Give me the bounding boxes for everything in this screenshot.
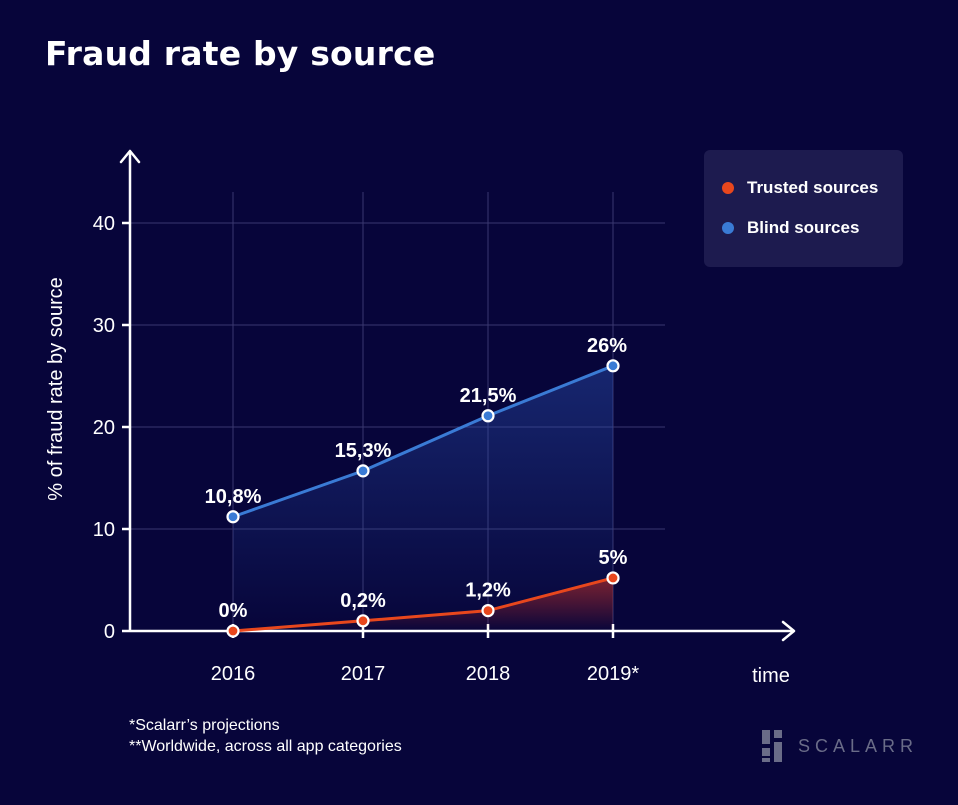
blind-dot-icon (722, 222, 734, 234)
axes: % of fraud rate by source time (45, 149, 796, 687)
series-line-trusted (232, 576, 614, 633)
legend-label-blind: Blind sources (747, 218, 860, 237)
data-label: 0% (219, 600, 248, 622)
x-axis-title: time (752, 665, 790, 687)
y-tick-label: 30 (93, 315, 115, 337)
data-point (606, 359, 620, 373)
data-point (356, 464, 370, 478)
trusted-dot-icon (722, 182, 734, 194)
data-label: 1,2% (465, 580, 511, 602)
data-point (606, 571, 620, 585)
legend-label-trusted: Trusted sources (747, 178, 879, 197)
legend-item-blind: Blind sources (722, 218, 859, 238)
data-label: 26% (587, 335, 627, 357)
y-tick-label: 10 (93, 519, 115, 541)
series: 0% 0,2% 1,2% 5% 10,8% 15,3% 21,5% 26% (205, 335, 628, 638)
data-label: 0,2% (340, 590, 386, 612)
series-line-blind (232, 364, 614, 519)
area-fill-blind (233, 365, 613, 631)
x-tick-label: 2016 (211, 663, 256, 685)
y-tick-label: 20 (93, 417, 115, 439)
x-axis-arrow (781, 620, 796, 642)
data-point (481, 603, 495, 618)
y-axis-title: % of fraud rate by source (45, 277, 67, 500)
footnote-projections: *Scalarr’s projections (129, 717, 280, 734)
brand-name: SCALARR (798, 735, 919, 756)
scalarr-logo-icon (762, 730, 782, 762)
y-axis-arrow (119, 149, 141, 164)
x-tick-label: 2018 (466, 663, 511, 685)
legend: Trusted sources Blind sources (704, 150, 903, 267)
footnote-worldwide: **Worldwide, across all app categories (129, 738, 402, 755)
chart-title: Fraud rate by source (45, 34, 436, 73)
data-point (481, 409, 495, 423)
data-label: 21,5% (460, 385, 517, 407)
brand-logo: SCALARR (762, 730, 918, 762)
x-tick-label: 2019* (587, 663, 639, 685)
area-fills (233, 365, 613, 631)
y-tick-label: 40 (93, 213, 115, 235)
data-point (226, 510, 240, 524)
data-label: 10,8% (205, 486, 262, 508)
y-tick-label: 0 (104, 621, 115, 643)
data-point (356, 614, 370, 628)
data-label: 5% (599, 547, 628, 569)
data-point (226, 624, 240, 638)
x-tick-label: 2017 (341, 663, 386, 685)
legend-item-trusted: Trusted sources (722, 178, 878, 198)
data-label: 15,3% (335, 440, 392, 462)
